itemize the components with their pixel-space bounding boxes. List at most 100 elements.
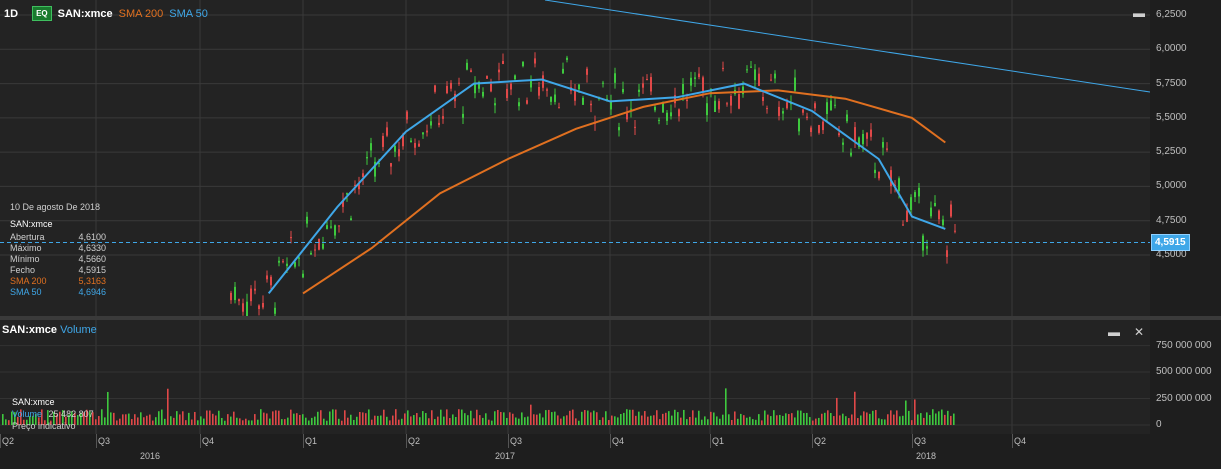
volume-bar <box>422 411 424 425</box>
candle <box>334 224 336 239</box>
volume-bar <box>737 418 739 425</box>
price-axis[interactable]: 6,2500 6,0000 5,7500 5,5000 5,2500 5,0000 4,75… <box>1150 0 1221 316</box>
minimize-icon[interactable]: ▬ <box>1133 6 1145 20</box>
candle <box>462 106 464 124</box>
candle <box>650 73 652 96</box>
candle <box>922 233 924 257</box>
volume-bar <box>926 412 928 425</box>
candle <box>298 255 300 267</box>
volume-bar <box>398 419 400 425</box>
candle <box>694 72 696 87</box>
candle <box>554 88 556 105</box>
volume-bar <box>377 415 379 425</box>
volume-bar <box>623 412 625 425</box>
volume-bar <box>716 416 718 425</box>
candle <box>526 97 528 105</box>
candle <box>482 87 484 99</box>
tooltip-row-close: Fecho 4,5915 <box>10 265 106 275</box>
quarter-tick <box>406 434 407 448</box>
volume-bar <box>428 418 430 425</box>
volume-bar <box>107 391 109 425</box>
candle <box>634 120 636 135</box>
chart-toolbar: 1D EQ SAN:xmce SMA 200 SMA 50 <box>4 6 208 21</box>
period-selector[interactable]: 1D <box>4 7 19 20</box>
quarter-label: Q3 <box>98 436 111 446</box>
volume-bar <box>353 419 355 425</box>
volume-axis[interactable]: 750 000 000 500 000 000 250 000 000 0 <box>1150 320 1221 434</box>
volume-bar <box>863 411 865 425</box>
candle <box>498 62 500 81</box>
volume-bar <box>788 414 790 425</box>
volume-bar <box>881 419 883 425</box>
sma200-legend[interactable]: SMA 200 <box>118 7 164 20</box>
volume-bar <box>713 412 715 425</box>
volume-bar <box>35 414 37 425</box>
candle <box>622 81 624 95</box>
quarter-tick <box>710 434 711 448</box>
volume-bar <box>356 416 358 425</box>
volume-chart-canvas[interactable] <box>0 320 1150 434</box>
close-icon[interactable]: ✕ <box>1134 325 1145 339</box>
volume-bar <box>2 414 4 425</box>
time-axis[interactable]: Q2 Q3 Q4 Q1 Q2 Q3 Q4 Q1 Q2 Q3 Q4 2016 2017 2018 <box>0 434 1150 469</box>
candle <box>550 96 552 106</box>
volume-bar <box>89 411 91 425</box>
volume-label[interactable]: Volume <box>60 324 97 336</box>
volume-bar <box>68 414 70 425</box>
volume-bar <box>533 414 535 425</box>
volume-bar <box>182 411 184 425</box>
candle <box>558 102 560 109</box>
candle <box>474 76 476 99</box>
volume-bar <box>875 410 877 425</box>
volume-bar <box>152 420 154 425</box>
volume-symbol[interactable]: SAN:xmce <box>2 324 58 336</box>
volume-bar <box>644 411 646 425</box>
minimize-icon[interactable]: ▬ <box>1108 325 1120 339</box>
volume-bar <box>785 413 787 425</box>
volume-bar <box>77 415 79 425</box>
volume-bar <box>482 417 484 425</box>
volume-bar <box>605 411 607 425</box>
quarter-tick <box>1012 434 1013 448</box>
price-chart-panel[interactable]: 1D EQ SAN:xmce SMA 200 SMA 50 ▬ 10 De ag… <box>0 0 1150 316</box>
volume-bar <box>347 417 349 425</box>
volume-bar <box>80 412 82 425</box>
quarter-tick <box>96 434 97 448</box>
volume-bar <box>389 420 391 425</box>
candle <box>914 190 916 203</box>
volume-bar <box>449 418 451 425</box>
panel-separator[interactable] <box>0 316 1221 320</box>
volume-bar <box>773 410 775 425</box>
volume-bar <box>563 416 565 425</box>
volume-bar <box>566 415 568 425</box>
volume-bar <box>803 413 805 425</box>
price-chart-canvas[interactable] <box>0 0 1150 316</box>
volume-bar <box>125 414 127 425</box>
candle <box>638 83 640 97</box>
sma50-legend[interactable]: SMA 50 <box>169 7 208 20</box>
volume-bar <box>809 417 811 425</box>
volume-chart-panel[interactable]: SAN:xmce Volume ▬ ✕ SAN:xmce Volume 25 4… <box>0 320 1150 434</box>
volume-bar <box>728 414 730 425</box>
volume-bar <box>245 418 247 425</box>
volume-bar <box>269 418 271 425</box>
candle <box>414 138 416 156</box>
volume-bar <box>323 418 325 425</box>
candle <box>866 132 868 147</box>
volume-bar <box>317 411 319 425</box>
volume-bar <box>251 420 253 425</box>
volume-tick-label: 0 <box>1156 419 1162 430</box>
volume-bar <box>254 414 256 425</box>
volume-bar <box>560 418 562 425</box>
volume-bar <box>38 417 40 425</box>
volume-bar <box>101 409 103 425</box>
volume-bar <box>695 417 697 425</box>
volume-bar <box>32 415 34 425</box>
volume-bar <box>368 409 370 425</box>
candle <box>266 270 268 283</box>
volume-bar <box>74 412 76 425</box>
volume-bar <box>56 414 58 425</box>
quarter-tick <box>610 434 611 448</box>
candle <box>570 80 572 95</box>
symbol-label[interactable]: SAN:xmce <box>57 7 113 20</box>
